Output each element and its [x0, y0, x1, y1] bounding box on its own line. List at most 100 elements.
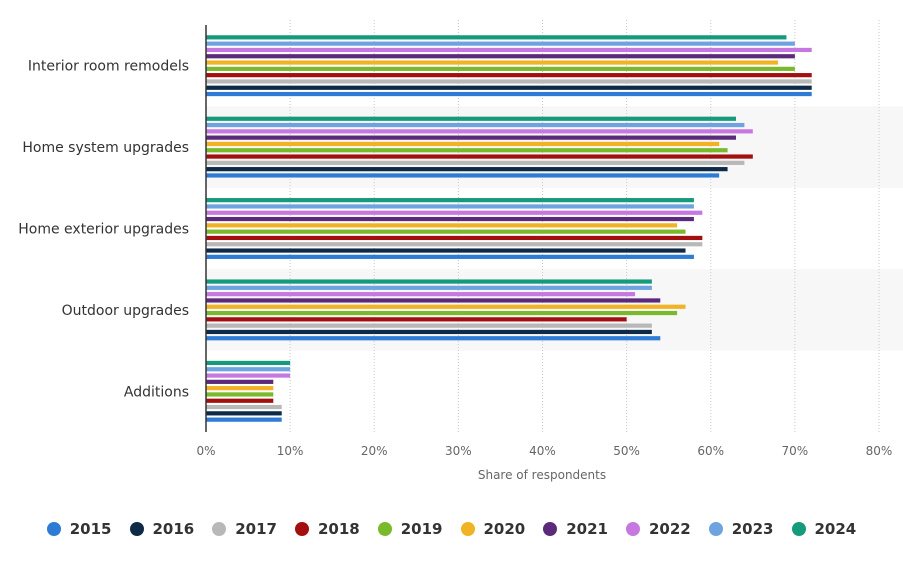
- legend-label: 2016: [152, 520, 195, 538]
- bar-2024[interactable]: [206, 360, 291, 366]
- x-tick-label: 70%: [782, 444, 809, 458]
- x-tick-label: 50%: [613, 444, 640, 458]
- bar-2022[interactable]: [206, 373, 291, 378]
- x-tick-label: 80%: [866, 444, 893, 458]
- bar-2015[interactable]: [206, 417, 282, 422]
- bar-2023[interactable]: [206, 367, 291, 372]
- bar-2021[interactable]: [206, 298, 661, 303]
- legend-item-2023[interactable]: 2023: [708, 520, 774, 538]
- bar-2023[interactable]: [206, 122, 745, 128]
- legend-marker: [543, 522, 558, 536]
- bar-2024[interactable]: [206, 279, 652, 284]
- bar-2017[interactable]: [206, 404, 282, 410]
- legend-label: 2022: [649, 520, 691, 538]
- category-labels: Interior room remodels Home system upgrad…: [18, 59, 189, 401]
- bar-2015[interactable]: [206, 336, 661, 341]
- x-tick-labels: 0% 10% 20% 30% 40% 50% 60% 70% 80%: [196, 444, 892, 458]
- legend-marker: [129, 522, 144, 536]
- bar-2016[interactable]: [206, 85, 812, 90]
- bar-2021[interactable]: [206, 379, 274, 384]
- bar-2017[interactable]: [206, 160, 745, 165]
- bar-2020[interactable]: [206, 386, 274, 391]
- bar-2020[interactable]: [206, 223, 678, 228]
- legend-label: 2020: [483, 520, 526, 538]
- legend: 2015 2016 2017 2018 2019 2020 2021 2022 2023 2024: [0, 514, 903, 544]
- legend-item-2022[interactable]: 2022: [626, 520, 691, 538]
- legend-label: 2021: [566, 520, 608, 538]
- legend-item-2015[interactable]: 2015: [46, 520, 112, 538]
- bar-2016[interactable]: [206, 329, 652, 335]
- category-label: Home system upgrades: [22, 140, 189, 156]
- bar-2017[interactable]: [206, 242, 703, 247]
- legend-marker: [212, 522, 227, 536]
- bar-2021[interactable]: [206, 216, 694, 222]
- legend-label: 2023: [731, 520, 774, 538]
- legend-item-2019[interactable]: 2019: [377, 520, 443, 538]
- x-tick-label: 30%: [445, 444, 472, 458]
- legend-item-2021[interactable]: 2021: [543, 520, 608, 538]
- bar-2018[interactable]: [206, 398, 274, 403]
- legend-item-2018[interactable]: 2018: [295, 520, 360, 538]
- legend-marker: [295, 522, 309, 536]
- x-tick-label: 10%: [277, 444, 304, 458]
- category-label: Outdoor upgrades: [62, 303, 189, 319]
- bar-2024[interactable]: [206, 198, 694, 203]
- bars: [206, 35, 812, 422]
- bar-2019[interactable]: [206, 148, 728, 153]
- bar-2024[interactable]: [206, 116, 736, 121]
- bar-2016[interactable]: [206, 248, 686, 253]
- bar-2017[interactable]: [206, 79, 812, 84]
- legend-label: 2024: [814, 520, 857, 538]
- bar-2020[interactable]: [206, 60, 779, 65]
- legend-label: 2019: [400, 520, 443, 538]
- bar-2021[interactable]: [206, 135, 736, 140]
- bar-2023[interactable]: [206, 41, 795, 46]
- bar-2022[interactable]: [206, 47, 812, 53]
- legend-label: 2015: [69, 520, 112, 538]
- bar-2024[interactable]: [206, 35, 787, 40]
- bar-2023[interactable]: [206, 204, 694, 209]
- legend-item-2020[interactable]: 2020: [460, 520, 526, 538]
- legend-marker: [460, 522, 475, 536]
- bar-2017[interactable]: [206, 323, 652, 328]
- bar-2022[interactable]: [206, 292, 636, 297]
- legend-marker: [708, 522, 723, 536]
- bar-2019[interactable]: [206, 392, 274, 397]
- category-label: Interior room remodels: [28, 59, 189, 75]
- bar-chart: Interior room remodels Home system upgrad…: [18, 20, 893, 482]
- legend-item-2024[interactable]: 2024: [791, 520, 857, 538]
- bar-2022[interactable]: [206, 129, 753, 134]
- legend-marker: [46, 522, 61, 536]
- legend-label: 2018: [318, 520, 360, 538]
- legend-item-2017[interactable]: 2017: [212, 520, 277, 538]
- x-tick-label: 20%: [361, 444, 388, 458]
- bar-2020[interactable]: [206, 304, 686, 309]
- bar-2018[interactable]: [206, 154, 753, 159]
- bar-2015[interactable]: [206, 254, 694, 259]
- bar-2019[interactable]: [206, 66, 795, 71]
- legend-label: 2017: [235, 520, 277, 538]
- bar-2020[interactable]: [206, 141, 720, 147]
- x-tick-label: 60%: [697, 444, 724, 458]
- category-label: Additions: [124, 384, 189, 400]
- bar-2015[interactable]: [206, 91, 812, 97]
- x-axis-title: Share of respondents: [478, 468, 606, 482]
- legend-marker: [791, 522, 806, 536]
- bar-2015[interactable]: [206, 173, 720, 178]
- x-tick-label: 40%: [529, 444, 556, 458]
- legend-marker: [377, 522, 392, 536]
- bar-2019[interactable]: [206, 310, 678, 316]
- bar-2021[interactable]: [206, 54, 795, 59]
- bar-2022[interactable]: [206, 210, 703, 215]
- x-tick-label: 0%: [196, 444, 215, 458]
- legend-marker: [626, 522, 640, 536]
- bar-2023[interactable]: [206, 285, 652, 290]
- bar-2018[interactable]: [206, 317, 627, 322]
- bar-2016[interactable]: [206, 167, 728, 172]
- bar-2016[interactable]: [206, 411, 282, 416]
- category-label: Home exterior upgrades: [18, 222, 189, 238]
- bar-2019[interactable]: [206, 229, 686, 234]
- bar-2018[interactable]: [206, 235, 703, 241]
- bar-2018[interactable]: [206, 73, 812, 78]
- legend-item-2016[interactable]: 2016: [129, 520, 195, 538]
